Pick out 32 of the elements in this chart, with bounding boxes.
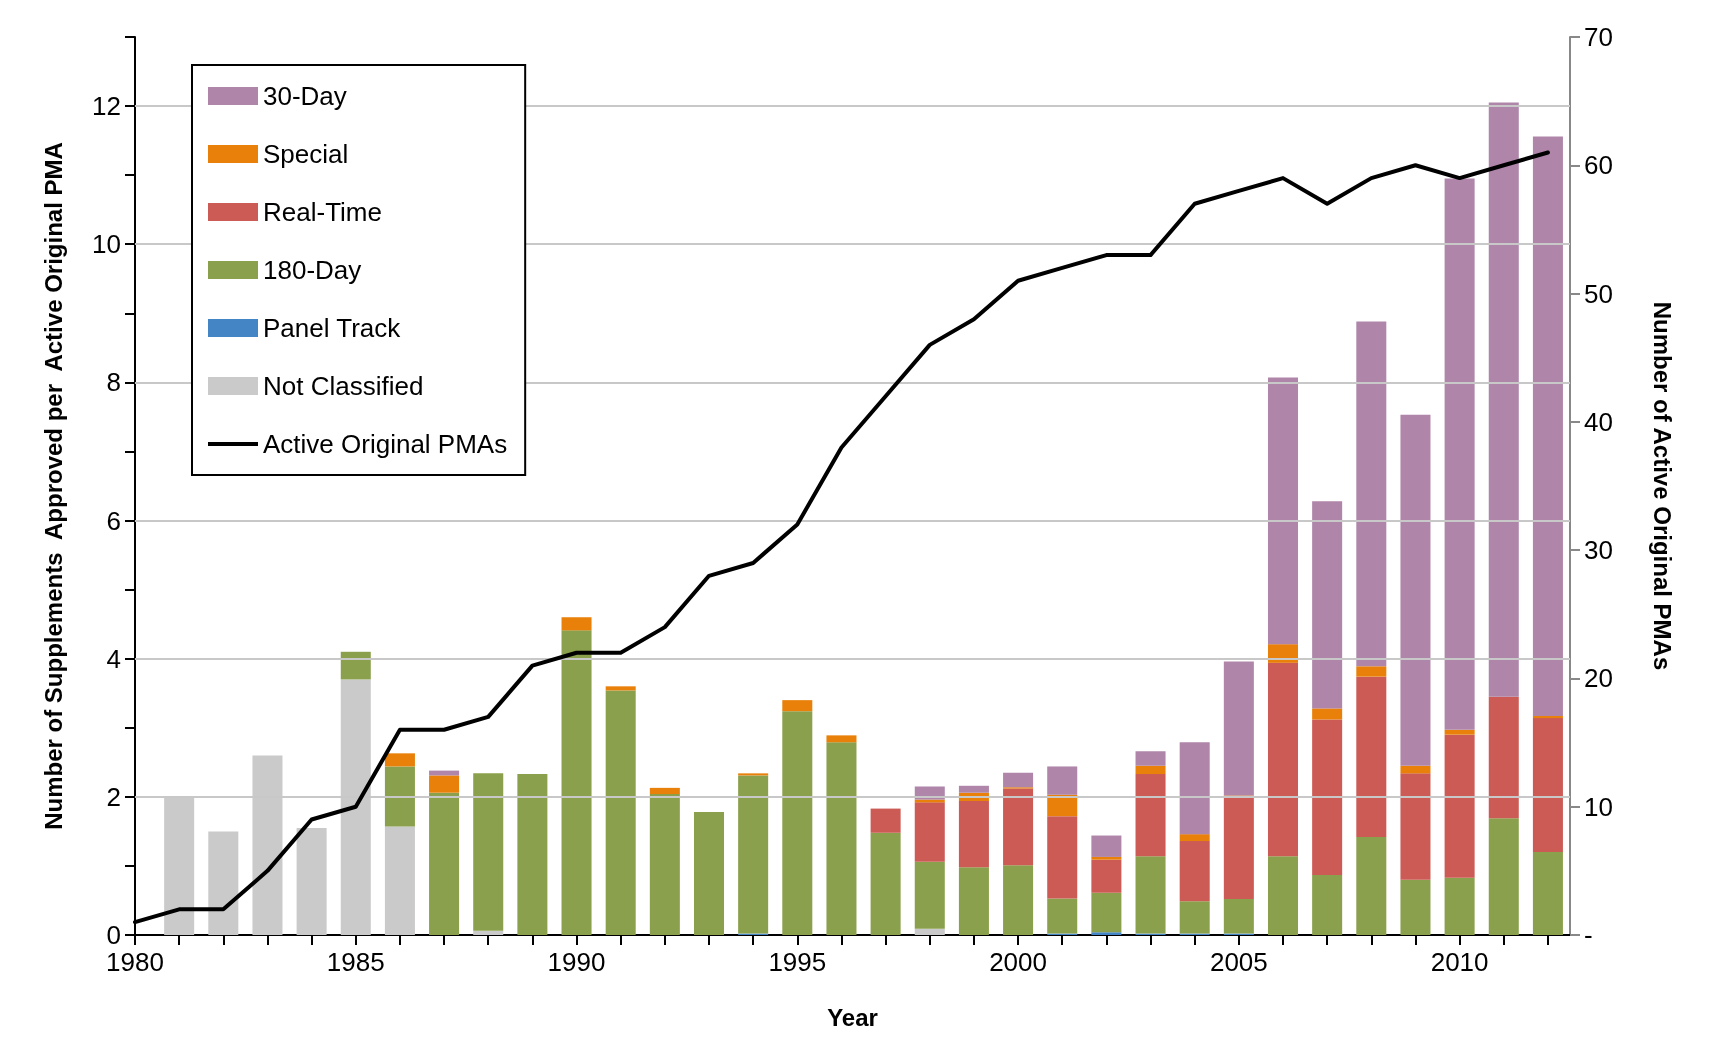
x-tick-label: 1985 xyxy=(326,947,385,977)
y-tick-label: 12 xyxy=(92,91,121,122)
y-tick-label: 0 xyxy=(106,920,121,950)
y-tick-label: 6 xyxy=(106,505,121,536)
y2-tick-label: - xyxy=(1584,920,1593,950)
y2-tick-label: 30 xyxy=(1584,535,1613,566)
x-tick-label: 2000 xyxy=(989,947,1047,977)
y-tick-label: 10 xyxy=(92,229,121,260)
x-tick-label: 1990 xyxy=(547,947,606,977)
legend-label: Special xyxy=(263,139,349,169)
legend-label: Active Original PMAs xyxy=(263,429,508,459)
y-tick-label: 8 xyxy=(106,367,121,398)
y2-tick-label: 70 xyxy=(1584,22,1613,52)
legend-label: Panel Track xyxy=(263,313,402,343)
y2-tick-label: 40 xyxy=(1584,406,1613,437)
y2-tick-label: 20 xyxy=(1584,663,1613,694)
x-tick-label: 2010 xyxy=(1430,947,1489,977)
y-axis-title: Number of Supplements Approved per Active Original PMA xyxy=(39,142,67,830)
y2-tick-label: 10 xyxy=(1584,791,1613,822)
legend-label: Real-Time xyxy=(263,197,382,227)
x-tick-label: 1980 xyxy=(106,947,164,977)
y-tick-label: 4 xyxy=(106,643,121,674)
legend-label: Not Classified xyxy=(263,371,424,401)
y2-axis-title: Number of Active Original PMAs xyxy=(1648,301,1676,671)
y-tick-label: 2 xyxy=(106,781,121,812)
legend-label: 30-Day xyxy=(263,81,347,111)
legend-label: 180-Day xyxy=(263,255,362,285)
y2-tick-label: 60 xyxy=(1584,150,1613,181)
x-tick-label: 1995 xyxy=(768,947,827,977)
x-axis-title: Year xyxy=(827,1003,878,1031)
y2-tick-label: 50 xyxy=(1584,278,1613,309)
x-tick-label: 2005 xyxy=(1209,947,1268,977)
